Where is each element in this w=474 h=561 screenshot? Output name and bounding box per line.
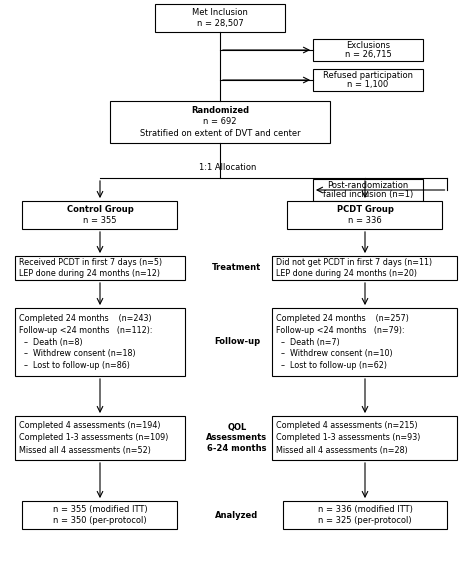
Text: PCDT Group: PCDT Group — [337, 205, 393, 214]
Text: n = 692: n = 692 — [203, 117, 237, 126]
Bar — [313, 39, 423, 61]
Text: –  Lost to follow-up (n=62): – Lost to follow-up (n=62) — [276, 361, 388, 370]
Text: LEP done during 24 months (n=12): LEP done during 24 months (n=12) — [19, 269, 160, 278]
Text: Completed 4 assessments (n=194): Completed 4 assessments (n=194) — [19, 421, 161, 430]
Text: Completed 1-3 assessments (n=109): Completed 1-3 assessments (n=109) — [19, 434, 168, 443]
Text: Randomized: Randomized — [191, 105, 249, 114]
Text: –  Withdrew consent (n=10): – Withdrew consent (n=10) — [276, 349, 393, 358]
Text: Treatment: Treatment — [212, 264, 262, 273]
Bar — [313, 179, 423, 201]
Text: n = 355: n = 355 — [83, 217, 117, 226]
Text: –  Withdrew consent (n=18): – Withdrew consent (n=18) — [19, 349, 136, 358]
Text: Follow-up: Follow-up — [214, 338, 260, 347]
Bar — [110, 101, 330, 143]
Text: Missed all 4 assessments (n=28): Missed all 4 assessments (n=28) — [276, 446, 408, 455]
Text: LEP done during 24 months (n=20): LEP done during 24 months (n=20) — [276, 269, 418, 278]
Bar — [15, 416, 185, 460]
Text: –  Death (n=7): – Death (n=7) — [276, 338, 340, 347]
Bar — [155, 4, 285, 32]
Bar — [273, 308, 457, 376]
Text: Received PCDT in first 7 days (n=5): Received PCDT in first 7 days (n=5) — [19, 259, 162, 268]
Text: –  Lost to follow-up (n=86): – Lost to follow-up (n=86) — [19, 361, 130, 370]
Text: n = 350 (per-protocol): n = 350 (per-protocol) — [53, 517, 147, 526]
Text: n = 336 (modified ITT): n = 336 (modified ITT) — [318, 504, 412, 513]
Bar — [313, 69, 423, 91]
Text: Did not get PCDT in first 7 days (n=11): Did not get PCDT in first 7 days (n=11) — [276, 259, 433, 268]
Bar — [283, 501, 447, 529]
Text: n = 28,507: n = 28,507 — [197, 20, 243, 29]
Text: n = 1,100: n = 1,100 — [347, 80, 389, 89]
Text: Completed 4 assessments (n=215): Completed 4 assessments (n=215) — [276, 421, 418, 430]
Text: Analyzed: Analyzed — [215, 511, 259, 519]
Text: Control Group: Control Group — [67, 205, 133, 214]
Bar — [273, 416, 457, 460]
Bar — [15, 308, 185, 376]
Text: Completed 24 months    (n=257): Completed 24 months (n=257) — [276, 314, 410, 323]
Text: Follow-up <24 months   (n=112):: Follow-up <24 months (n=112): — [19, 326, 153, 335]
Bar — [22, 201, 177, 229]
Text: 1:1 Allocation: 1:1 Allocation — [199, 163, 257, 172]
Text: Completed 1-3 assessments (n=93): Completed 1-3 assessments (n=93) — [276, 434, 421, 443]
Text: Completed 24 months    (n=243): Completed 24 months (n=243) — [19, 314, 152, 323]
Text: n = 336: n = 336 — [348, 217, 382, 226]
Text: –  Death (n=8): – Death (n=8) — [19, 338, 82, 347]
Text: n = 355 (modified ITT): n = 355 (modified ITT) — [53, 504, 147, 513]
Text: Stratified on extent of DVT and center: Stratified on extent of DVT and center — [140, 130, 301, 139]
Bar — [22, 501, 177, 529]
Bar — [288, 201, 443, 229]
Text: Met Inclusion: Met Inclusion — [192, 7, 248, 17]
Text: Exclusions: Exclusions — [346, 41, 390, 50]
Text: Follow-up <24 months   (n=79):: Follow-up <24 months (n=79): — [276, 326, 405, 335]
Text: QOL
Assessments
6-24 months: QOL Assessments 6-24 months — [207, 423, 267, 453]
Text: Post-randomization: Post-randomization — [328, 181, 409, 190]
Text: n = 26,715: n = 26,715 — [345, 50, 392, 59]
Text: failed inclusion (n=1): failed inclusion (n=1) — [323, 190, 413, 199]
Text: Missed all 4 assessments (n=52): Missed all 4 assessments (n=52) — [19, 446, 151, 455]
Bar — [273, 256, 457, 280]
Text: n = 325 (per-protocol): n = 325 (per-protocol) — [318, 517, 412, 526]
Text: Refused participation: Refused participation — [323, 71, 413, 80]
Bar — [15, 256, 185, 280]
